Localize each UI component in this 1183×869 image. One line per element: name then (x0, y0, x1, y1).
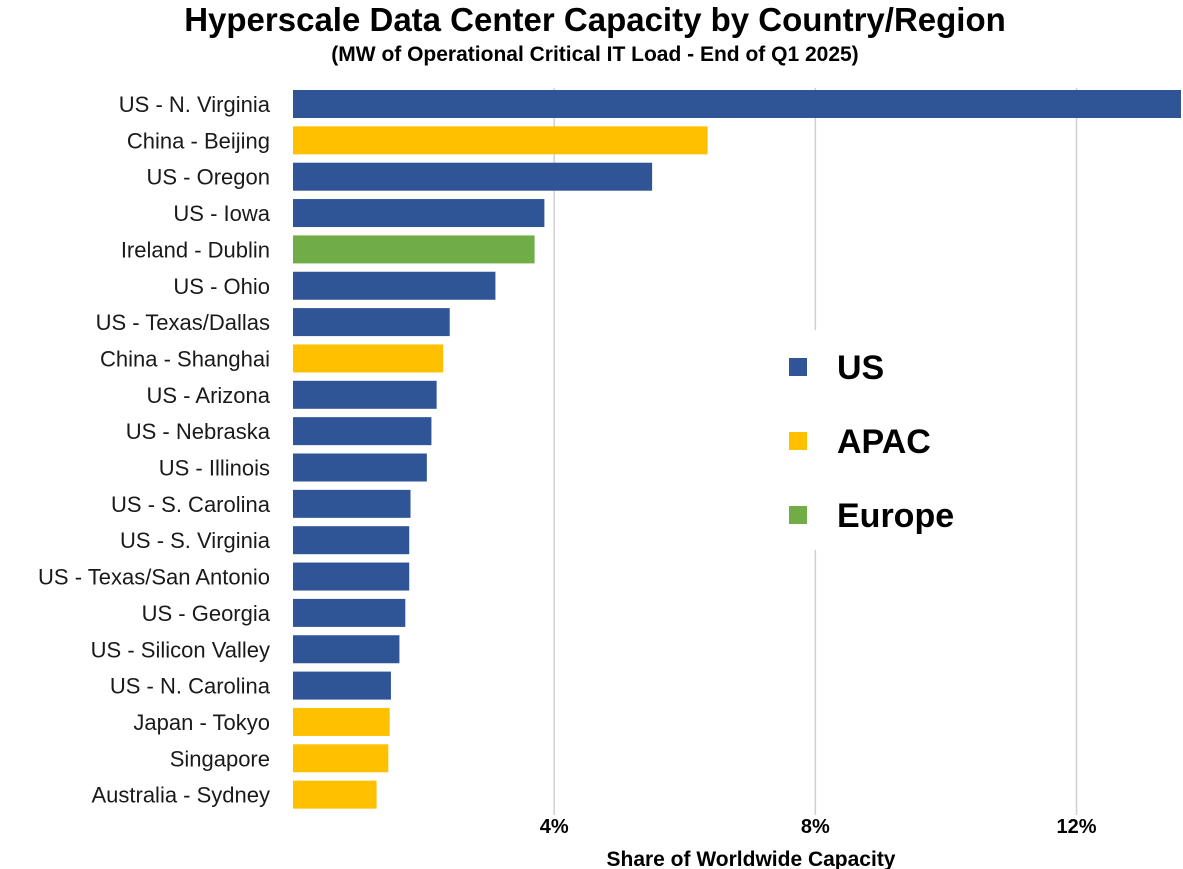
category-label-14: US - Georgia (142, 601, 271, 626)
legend-swatch-2 (789, 506, 807, 524)
legend-swatch-0 (789, 358, 807, 376)
category-label-16: US - N. Carolina (110, 674, 271, 699)
bar-9 (293, 417, 432, 446)
category-label-12: US - S. Virginia (120, 528, 271, 553)
bars (293, 90, 1181, 809)
category-label-8: US - Arizona (147, 383, 271, 408)
category-label-13: US - Texas/San Antonio (38, 565, 270, 590)
bar-17 (293, 707, 390, 736)
category-label-11: US - S. Carolina (111, 492, 271, 517)
bar-2 (293, 162, 653, 191)
category-label-9: US - Nebraska (126, 419, 271, 444)
category-label-10: US - Illinois (159, 456, 270, 481)
bar-19 (293, 780, 377, 809)
chart-title: Hyperscale Data Center Capacity by Count… (184, 1, 1006, 38)
bar-14 (293, 598, 406, 627)
bar-10 (293, 453, 427, 482)
bar-6 (293, 308, 450, 337)
tick-label-1: 8% (801, 816, 830, 838)
category-label-3: US - Iowa (173, 201, 270, 226)
bar-1 (293, 126, 708, 155)
bar-18 (293, 744, 389, 773)
chart-subtitle: (MW of Operational Critical IT Load - En… (331, 43, 859, 66)
bar-15 (293, 635, 400, 664)
category-labels: US - N. Virginia China - Beijing US - Oreg… (38, 92, 271, 808)
legend: US APAC Europe (762, 330, 1002, 550)
category-label-2: US - Oregon (147, 165, 271, 190)
category-label-5: US - Ohio (173, 274, 270, 299)
category-label-0: US - N. Virginia (119, 92, 271, 117)
tick-label-2: 12% (1057, 816, 1097, 838)
category-label-18: Singapore (170, 746, 270, 771)
category-label-7: China - Shanghai (100, 346, 270, 371)
bar-3 (293, 199, 545, 228)
legend-label-1: APAC (837, 423, 931, 461)
category-label-15: US - Silicon Valley (91, 637, 270, 662)
bar-8 (293, 380, 437, 409)
legend-label-2: Europe (837, 497, 954, 535)
category-label-17: Japan - Tokyo (133, 710, 270, 735)
bar-0 (293, 90, 1181, 118)
tick-label-0: 4% (540, 816, 569, 838)
bar-7 (293, 344, 444, 373)
legend-label-0: US (837, 349, 884, 387)
x-axis-ticks: 4% 8% 12% (540, 816, 1097, 838)
category-label-19: Australia - Sydney (91, 783, 270, 808)
category-label-4: Ireland - Dublin (121, 237, 270, 262)
category-label-6: US - Texas/Dallas (96, 310, 270, 335)
category-label-1: China - Beijing (127, 128, 270, 153)
bar-4 (293, 235, 535, 264)
bar-16 (293, 671, 391, 700)
x-axis-title: Share of Worldwide Capacity (606, 848, 895, 869)
bar-11 (293, 489, 411, 518)
bar-5 (293, 271, 496, 300)
bar-12 (293, 526, 410, 555)
legend-swatch-1 (789, 432, 807, 450)
bar-13 (293, 562, 410, 591)
